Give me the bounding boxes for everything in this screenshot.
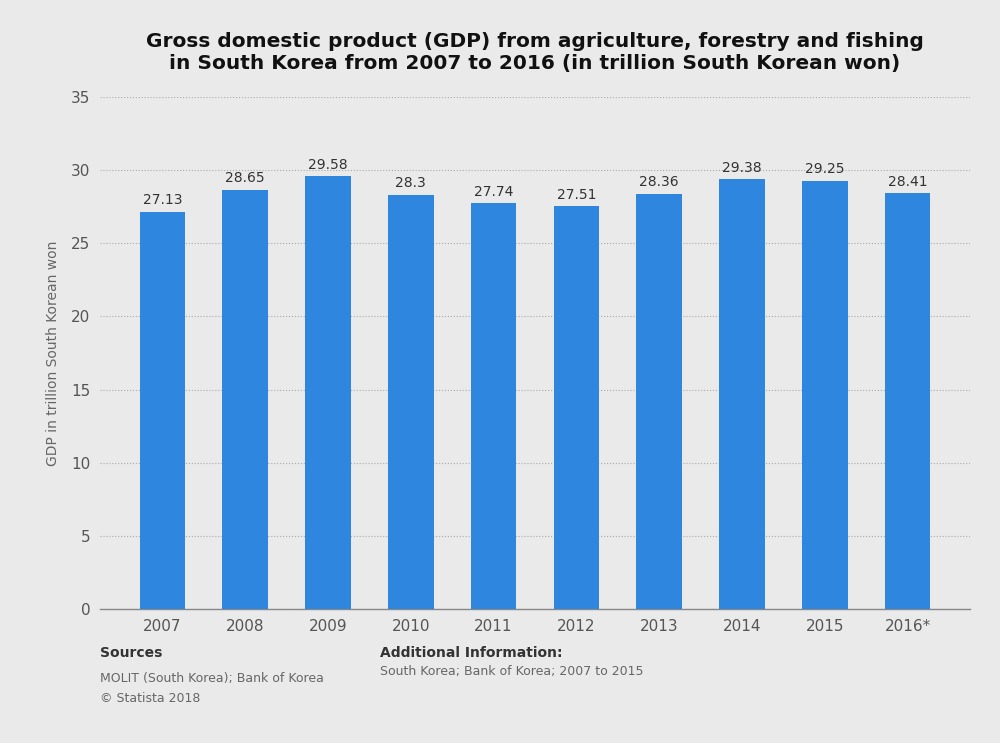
Text: 27.74: 27.74 <box>474 184 513 198</box>
Y-axis label: GDP in trillion South Korean won: GDP in trillion South Korean won <box>46 240 60 466</box>
Text: 27.13: 27.13 <box>143 193 182 207</box>
Text: 28.65: 28.65 <box>225 171 265 185</box>
Text: 27.51: 27.51 <box>557 188 596 202</box>
Text: 29.38: 29.38 <box>722 160 762 175</box>
Bar <box>471 203 516 609</box>
Text: Sources: Sources <box>100 646 162 661</box>
Text: Additional Information:: Additional Information: <box>380 646 562 661</box>
Bar <box>885 193 930 609</box>
Text: 29.25: 29.25 <box>805 163 845 176</box>
Bar <box>554 207 599 609</box>
Title: Gross domestic product (GDP) from agriculture, forestry and fishing
in South Kor: Gross domestic product (GDP) from agricu… <box>146 32 924 73</box>
Bar <box>222 189 268 609</box>
Bar <box>305 176 351 609</box>
Text: 28.41: 28.41 <box>888 175 927 189</box>
Bar <box>388 195 434 609</box>
Text: South Korea; Bank of Korea; 2007 to 2015: South Korea; Bank of Korea; 2007 to 2015 <box>380 665 644 678</box>
Bar <box>140 212 185 609</box>
Text: 28.36: 28.36 <box>639 175 679 189</box>
Text: MOLIT (South Korea); Bank of Korea
© Statista 2018: MOLIT (South Korea); Bank of Korea © Sta… <box>100 672 324 705</box>
Text: 29.58: 29.58 <box>308 158 348 172</box>
Bar <box>802 181 848 609</box>
Text: 28.3: 28.3 <box>395 176 426 190</box>
Bar <box>719 179 765 609</box>
Bar <box>636 194 682 609</box>
